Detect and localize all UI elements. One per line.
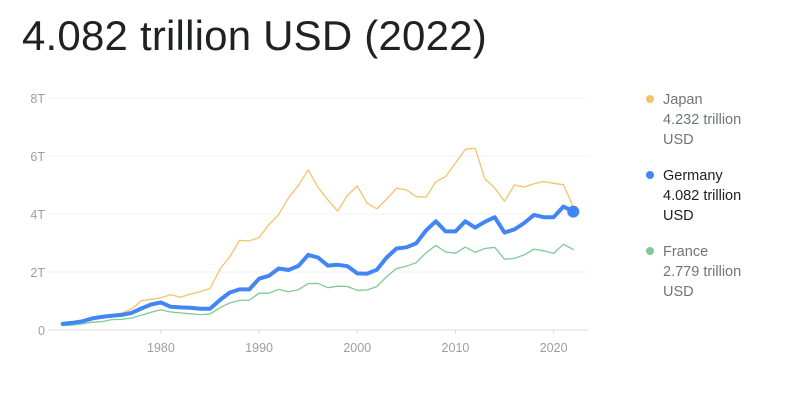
y-tick-label: 6T xyxy=(30,150,45,164)
headline: 4.082 trillion USD (2022) xyxy=(22,12,487,59)
series-line-france xyxy=(62,243,574,327)
legend-name: Japan xyxy=(663,92,703,108)
y-tick-label: 2T xyxy=(30,266,45,280)
legend-value: 2.779 trillion xyxy=(663,264,742,280)
x-tick-label: 1990 xyxy=(245,341,273,355)
grid xyxy=(48,97,588,331)
germany-dot-icon xyxy=(646,171,654,179)
legend-unit: USD xyxy=(663,132,694,148)
france-dot-icon xyxy=(646,247,654,255)
y-axis-ticks: 0 2T 4T 6T 8T xyxy=(30,92,45,338)
japan-dot-icon xyxy=(646,95,654,103)
x-tick-label: 2000 xyxy=(343,341,371,355)
x-axis-ticks: 1980 1990 2000 2010 2020 xyxy=(147,330,568,355)
legend-item-japan[interactable]: Japan 4.232 trillion USD xyxy=(646,90,796,150)
legend-unit: USD xyxy=(663,284,694,300)
legend-name: Germany xyxy=(663,168,723,184)
x-tick-label: 1980 xyxy=(147,341,175,355)
germany-endpoint-marker xyxy=(567,205,580,218)
legend: Japan 4.232 trillion USD Germany 4.082 t… xyxy=(646,90,796,318)
x-tick-label: 2010 xyxy=(442,341,470,355)
legend-item-france[interactable]: France 2.779 trillion USD xyxy=(646,242,796,302)
y-tick-label: 0 xyxy=(38,324,45,338)
legend-item-germany[interactable]: Germany 4.082 trillion USD xyxy=(646,166,796,226)
series-lines xyxy=(60,147,580,327)
legend-name: France xyxy=(663,244,709,260)
series-line-germany xyxy=(60,204,576,326)
legend-value: 4.232 trillion xyxy=(663,112,742,128)
x-tick-label: 2020 xyxy=(540,341,568,355)
legend-unit: USD xyxy=(663,208,694,224)
y-tick-label: 4T xyxy=(30,208,45,222)
legend-value: 4.082 trillion xyxy=(663,188,742,204)
y-tick-label: 8T xyxy=(30,92,45,106)
series-line-japan xyxy=(62,147,574,325)
